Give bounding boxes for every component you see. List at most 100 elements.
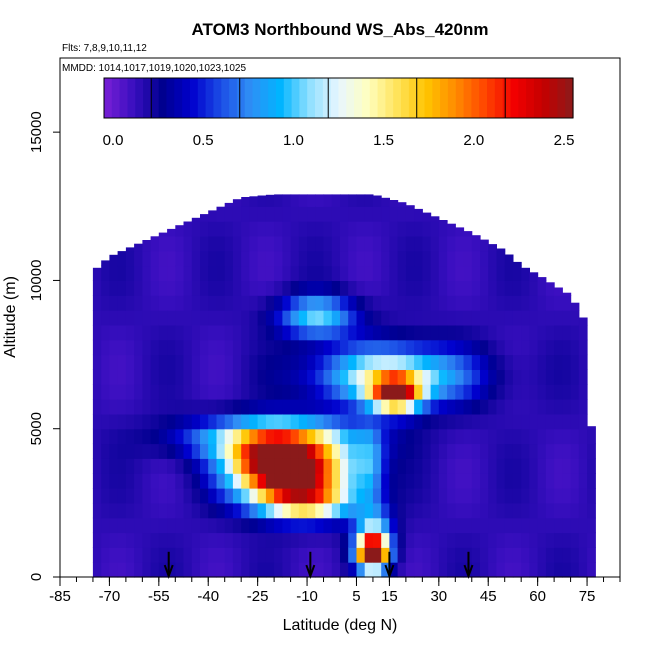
heatmap-cell <box>290 369 300 385</box>
heatmap-cell <box>142 502 152 519</box>
heatmap-cell <box>397 384 407 400</box>
heatmap-cell <box>414 265 423 281</box>
heatmap-cell <box>134 502 143 519</box>
heatmap-cell <box>496 250 506 267</box>
heatmap-cell <box>167 502 176 519</box>
heatmap-cell <box>364 428 374 445</box>
heatmap-cell <box>447 354 456 370</box>
heatmap-cell <box>537 324 547 341</box>
heatmap-cell <box>405 295 415 311</box>
x-tick-label: 5 <box>352 588 360 605</box>
heatmap-cell <box>397 443 407 459</box>
heatmap-cell <box>257 324 267 341</box>
heatmap-cell <box>587 547 596 563</box>
heatmap-cell <box>422 547 432 563</box>
heatmap-cell <box>455 280 465 296</box>
heatmap-cell <box>167 228 176 237</box>
heatmap-cell <box>200 502 209 519</box>
heatmap-cell <box>265 369 275 385</box>
heatmap-cell <box>290 547 300 563</box>
heatmap-cell <box>430 517 440 534</box>
heatmap-cell <box>554 413 563 430</box>
heatmap-cell <box>134 369 143 385</box>
heatmap-cell <box>257 399 267 415</box>
heatmap-cell <box>372 250 382 267</box>
colorbar-swatch <box>557 78 566 118</box>
heatmap-cell <box>191 413 201 430</box>
colorbar-swatch <box>182 78 191 118</box>
heatmap-cell <box>414 399 423 415</box>
heatmap-cell <box>488 458 497 474</box>
heatmap-cell <box>364 473 374 489</box>
heatmap-cell <box>397 202 407 207</box>
heatmap-cell <box>512 369 522 385</box>
heatmap-cell <box>356 488 366 504</box>
heatmap-cell <box>397 517 407 534</box>
heatmap-cell <box>438 458 448 474</box>
heatmap-cell <box>570 473 580 489</box>
heatmap-cell <box>249 354 259 370</box>
heatmap-cell <box>101 324 110 341</box>
heatmap-cell <box>430 502 440 519</box>
heatmap-cell <box>480 339 489 356</box>
heatmap-cell <box>364 384 374 400</box>
heatmap-cell <box>438 295 448 311</box>
heatmap-cell <box>480 399 489 415</box>
heatmap-cell <box>298 428 308 445</box>
heatmap-cell <box>504 532 514 548</box>
heatmap-cell <box>587 532 596 548</box>
heatmap-cell <box>109 488 119 504</box>
heatmap-cell <box>471 339 481 356</box>
heatmap-cell <box>455 399 465 415</box>
heatmap-cell <box>241 458 250 474</box>
heatmap-cell <box>323 354 333 370</box>
heatmap-cell <box>307 194 316 207</box>
heatmap-cell <box>150 265 160 281</box>
heatmap-cell <box>364 488 374 504</box>
heatmap-cell <box>92 547 102 563</box>
heatmap-cell <box>512 473 522 489</box>
heatmap-cell <box>298 280 308 296</box>
heatmap-cell <box>216 413 226 430</box>
heatmap-cell <box>150 339 160 356</box>
heatmap-cell <box>381 384 390 400</box>
heatmap-cell <box>381 280 390 296</box>
colorbar-swatch <box>127 78 136 118</box>
heatmap-cell <box>323 473 333 489</box>
heatmap-cell <box>578 517 588 534</box>
dates-label: MMDD: 1014,1017,1019,1020,1023,1025 <box>62 63 246 74</box>
heatmap-cell <box>340 532 349 548</box>
heatmap-cell <box>323 265 333 281</box>
heatmap-cell <box>323 517 333 534</box>
heatmap-cell <box>101 502 110 519</box>
x-tick-label: -70 <box>99 588 121 605</box>
heatmap-cell <box>298 384 308 400</box>
heatmap-cell <box>265 532 275 548</box>
heatmap-cell <box>331 488 341 504</box>
colorbar-swatch <box>494 78 504 118</box>
heatmap-cell <box>587 502 596 519</box>
heatmap-cell <box>529 280 539 296</box>
heatmap-cell <box>117 473 127 489</box>
heatmap-cell <box>381 369 390 385</box>
heatmap-cell <box>249 384 259 400</box>
heatmap-cell <box>232 206 242 222</box>
heatmap-cell <box>512 265 522 281</box>
heatmap-cell <box>298 547 308 563</box>
heatmap-cell <box>290 354 300 370</box>
heatmap-cell <box>463 399 473 415</box>
heatmap-cell <box>430 235 440 252</box>
heatmap-cell <box>562 369 572 385</box>
heatmap-cell <box>521 280 530 296</box>
heatmap-cell <box>554 399 563 415</box>
heatmap-cell <box>125 547 135 563</box>
heatmap-cell <box>480 532 489 548</box>
heatmap-cell <box>562 399 572 415</box>
heatmap-cell <box>142 310 152 326</box>
heatmap-cell <box>101 458 110 474</box>
heatmap-cell <box>521 295 530 311</box>
heatmap-cell <box>167 265 176 281</box>
heatmap-cell <box>521 532 530 548</box>
heatmap-cell <box>463 265 473 281</box>
colorbar-swatch <box>236 78 246 118</box>
